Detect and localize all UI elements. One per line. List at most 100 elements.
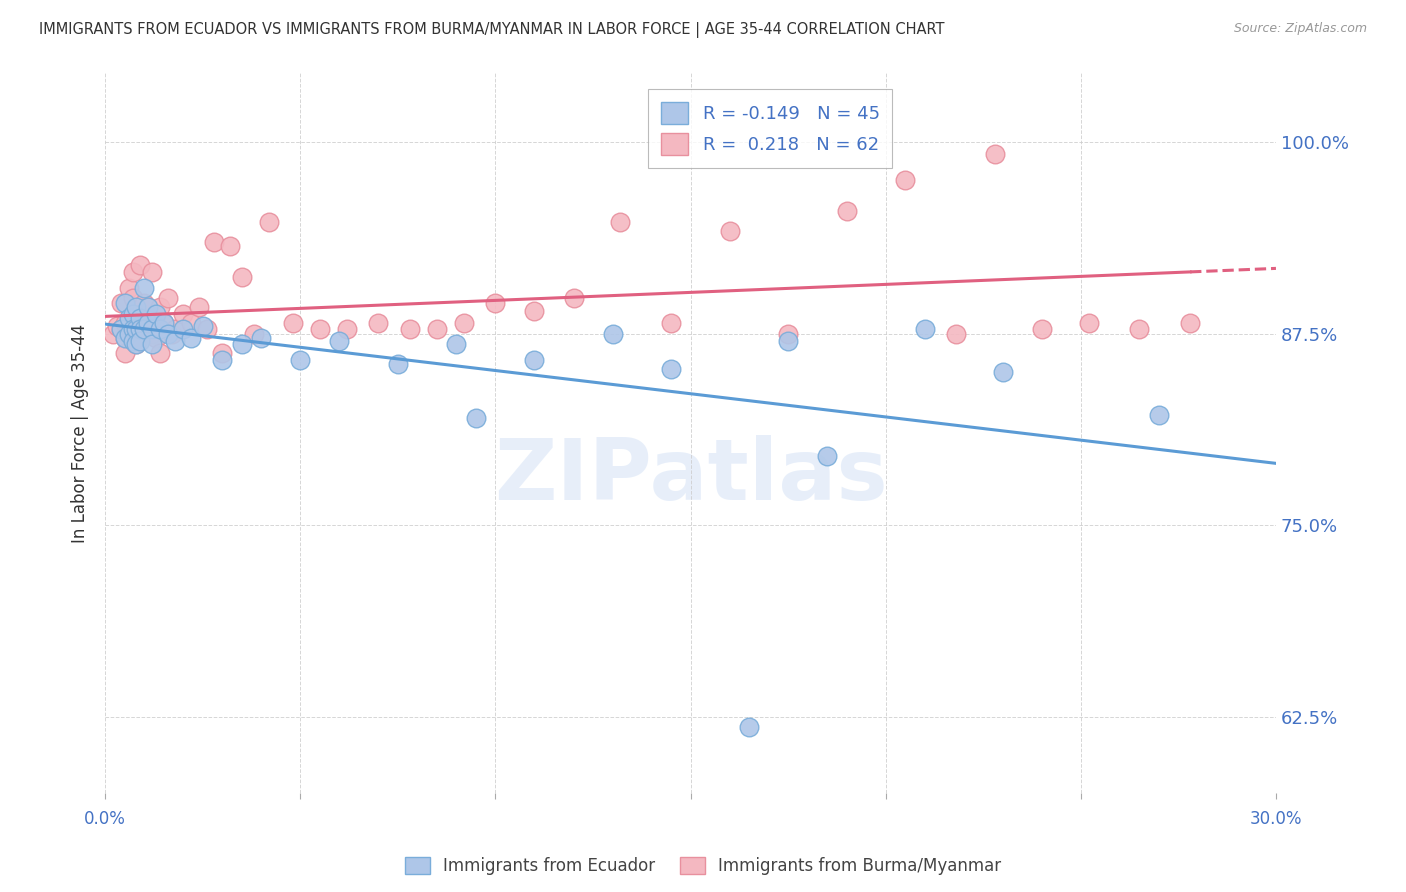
Point xyxy=(191,318,214,333)
Point xyxy=(1077,316,1099,330)
Point xyxy=(141,326,163,341)
Point xyxy=(149,346,172,360)
Point xyxy=(484,296,506,310)
Point xyxy=(609,214,631,228)
Point xyxy=(984,147,1007,161)
Point xyxy=(145,331,167,345)
Point xyxy=(659,361,682,376)
Point xyxy=(523,303,546,318)
Point xyxy=(211,346,233,360)
Point xyxy=(172,307,194,321)
Point xyxy=(129,258,152,272)
Point xyxy=(136,316,159,330)
Point xyxy=(328,334,350,349)
Point xyxy=(117,280,139,294)
Point xyxy=(117,326,139,341)
Text: IMMIGRANTS FROM ECUADOR VS IMMIGRANTS FROM BURMA/MYANMAR IN LABOR FORCE | AGE 35: IMMIGRANTS FROM ECUADOR VS IMMIGRANTS FR… xyxy=(39,22,945,38)
Point xyxy=(204,235,226,249)
Point xyxy=(117,311,139,326)
Point xyxy=(129,311,152,326)
Point xyxy=(336,322,359,336)
Point xyxy=(894,173,917,187)
Point xyxy=(914,322,936,336)
Point xyxy=(114,346,136,360)
Point xyxy=(446,337,468,351)
Point xyxy=(136,301,159,315)
Point xyxy=(308,322,330,336)
Point xyxy=(778,326,800,341)
Point xyxy=(125,337,148,351)
Point xyxy=(145,307,167,321)
Point xyxy=(172,322,194,336)
Point xyxy=(125,322,148,336)
Point xyxy=(180,316,202,330)
Point xyxy=(367,316,389,330)
Point xyxy=(165,334,187,349)
Point xyxy=(149,322,172,336)
Point xyxy=(121,265,143,279)
Point xyxy=(110,296,132,310)
Point xyxy=(778,334,800,349)
Point xyxy=(290,352,312,367)
Point xyxy=(129,334,152,349)
Point xyxy=(1031,322,1053,336)
Point xyxy=(281,316,304,330)
Point xyxy=(815,449,838,463)
Point xyxy=(160,326,183,341)
Point xyxy=(1147,408,1170,422)
Legend: Immigrants from Ecuador, Immigrants from Burma/Myanmar: Immigrants from Ecuador, Immigrants from… xyxy=(396,849,1010,884)
Text: 0.0%: 0.0% xyxy=(84,810,127,828)
Point xyxy=(453,316,475,330)
Point xyxy=(257,214,280,228)
Point xyxy=(134,322,156,336)
Point xyxy=(1178,316,1201,330)
Point xyxy=(211,352,233,367)
Point xyxy=(250,331,273,345)
Point xyxy=(738,721,761,735)
Point xyxy=(125,337,148,351)
Point xyxy=(117,322,139,336)
Point xyxy=(1128,322,1150,336)
Point xyxy=(180,331,202,345)
Point xyxy=(136,301,159,315)
Point xyxy=(602,326,624,341)
Y-axis label: In Labor Force | Age 35-44: In Labor Force | Age 35-44 xyxy=(72,324,89,542)
Text: 30.0%: 30.0% xyxy=(1250,810,1302,828)
Point xyxy=(231,337,253,351)
Point xyxy=(152,316,174,330)
Point xyxy=(835,203,858,218)
Point xyxy=(156,291,179,305)
Point xyxy=(387,357,409,371)
Point xyxy=(125,316,148,330)
Point xyxy=(105,318,128,333)
Legend: R = -0.149   N = 45, R =  0.218   N = 62: R = -0.149 N = 45, R = 0.218 N = 62 xyxy=(648,89,893,168)
Text: ZIPatlas: ZIPatlas xyxy=(494,435,887,518)
Point xyxy=(121,334,143,349)
Point xyxy=(426,322,449,336)
Point xyxy=(121,322,143,336)
Point xyxy=(219,239,242,253)
Point xyxy=(114,331,136,345)
Point xyxy=(149,301,172,315)
Point xyxy=(114,316,136,330)
Point xyxy=(141,322,163,336)
Point xyxy=(125,301,148,315)
Point xyxy=(152,316,174,330)
Point xyxy=(165,322,187,336)
Point xyxy=(242,326,264,341)
Point xyxy=(523,352,546,367)
Point xyxy=(991,365,1014,379)
Point xyxy=(110,322,132,336)
Point xyxy=(134,280,156,294)
Point xyxy=(121,331,143,345)
Point xyxy=(121,291,143,305)
Point xyxy=(114,331,136,345)
Point xyxy=(156,326,179,341)
Point xyxy=(562,291,585,305)
Point xyxy=(129,326,152,341)
Point xyxy=(121,307,143,321)
Point xyxy=(141,265,163,279)
Point xyxy=(398,322,420,336)
Point xyxy=(141,337,163,351)
Point xyxy=(145,307,167,321)
